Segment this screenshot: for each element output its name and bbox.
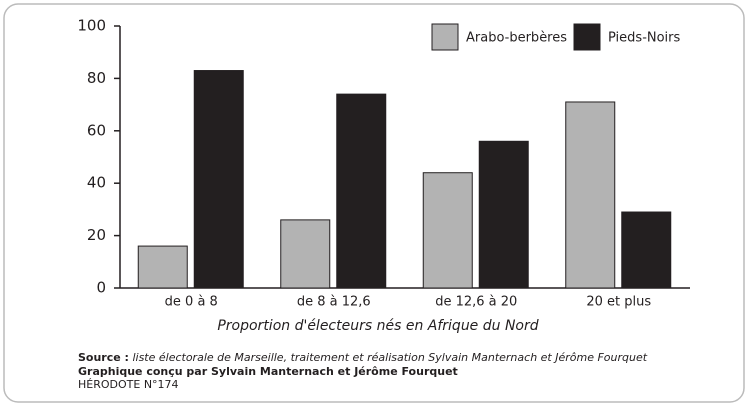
source-text: liste électorale de Marseille, traitemen… — [132, 351, 647, 364]
legend-label: Arabo-berbères — [466, 31, 567, 46]
publication: HÉRODOTE N°174 — [78, 378, 179, 391]
source: Source : liste électorale de Marseille, … — [78, 351, 648, 364]
bar — [193, 70, 244, 289]
y-tick-label: 100 — [77, 17, 106, 35]
y-tick-label: 60 — [87, 121, 106, 139]
bar — [565, 101, 616, 289]
bar — [621, 211, 672, 289]
y-tick-label: 20 — [87, 226, 106, 244]
y-tick-label: 0 — [96, 279, 106, 297]
x-axis-title: Proportion d'électeurs nés en Afrique du… — [217, 318, 538, 334]
x-tick-label: de 0 à 8 — [165, 295, 218, 310]
bar — [422, 172, 473, 289]
legend-swatch — [431, 23, 459, 51]
source-label: Source : — [78, 351, 129, 364]
y-tick-label: 80 — [87, 69, 106, 87]
legend-swatch — [573, 23, 601, 51]
legend-label: Pieds-Noirs — [608, 31, 681, 46]
bar — [137, 245, 188, 289]
bar — [336, 93, 387, 289]
x-tick-label: 20 et plus — [586, 295, 651, 310]
bar — [280, 219, 331, 289]
credit: Graphique conçu par Sylvain Manternach e… — [78, 365, 458, 378]
x-tick-label: de 8 à 12,6 — [297, 295, 371, 310]
x-tick-label: de 12,6 à 20 — [435, 295, 517, 310]
y-tick-label: 40 — [87, 174, 106, 192]
bar — [478, 140, 529, 289]
